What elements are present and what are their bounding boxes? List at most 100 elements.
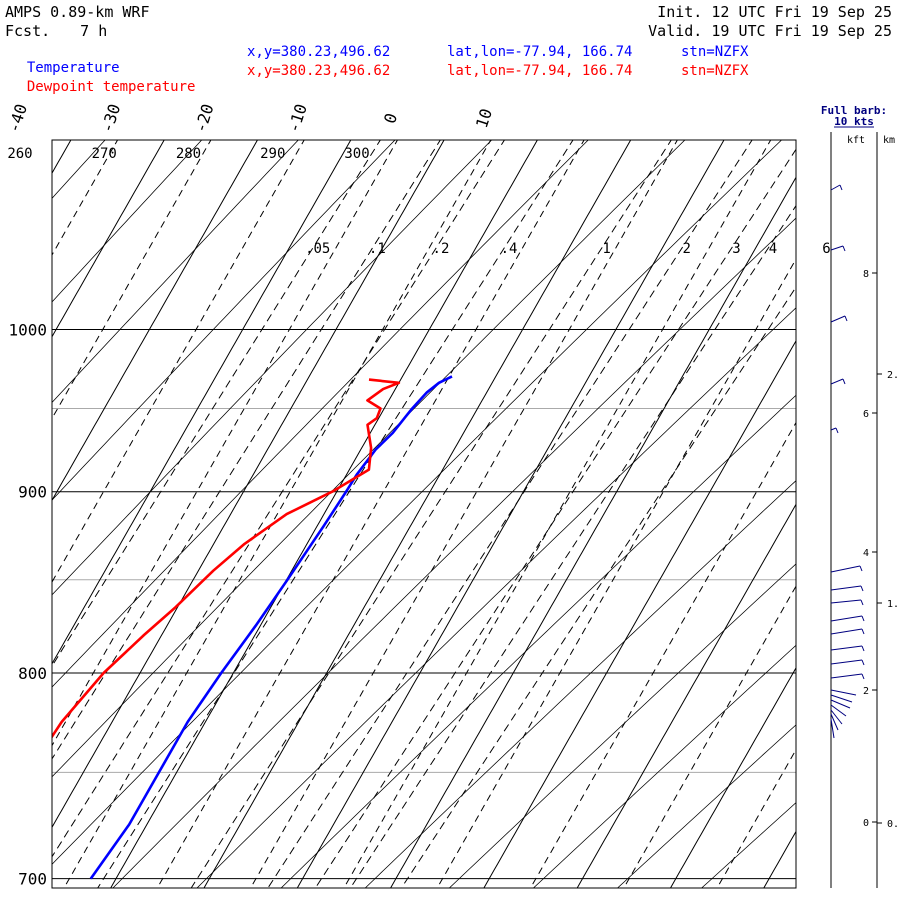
isotherm-dashed — [716, 748, 796, 888]
kft-tick-label: 0 — [863, 818, 869, 829]
wind-barb-flag — [859, 565, 863, 572]
mixing-ratio-line — [52, 140, 506, 858]
wind-barb-column: Full barb: 10 kts kft km 8 6 4 2 0 2. 1. 0. — [821, 104, 899, 888]
wind-barb — [830, 184, 841, 191]
dry-adiabat — [52, 140, 396, 501]
wind-barb — [830, 699, 851, 709]
wind-barb — [830, 315, 846, 323]
legend-temperature-stn: stn=NZFX — [681, 44, 749, 60]
mixing-ratio-label: 3 — [732, 241, 740, 257]
kft-tick-label: 6 — [863, 409, 869, 420]
dewpoint-profile — [52, 378, 401, 739]
isotherm-label: 0 — [380, 111, 401, 126]
mixing-ratio-line — [349, 204, 796, 888]
km-tick-label: 1. — [887, 599, 899, 610]
mixing-ratio-label: .4 — [501, 241, 518, 257]
isotherm — [110, 140, 538, 888]
mixing-ratio-label: 4 — [769, 241, 777, 257]
wind-barb — [830, 709, 843, 725]
dry-adiabat — [196, 307, 796, 888]
wind-barb — [830, 689, 857, 696]
mixing-ratio-line — [314, 148, 796, 888]
legend-temperature: Temperature — [10, 44, 120, 76]
plot-frame — [51, 139, 797, 889]
dry-adiabat-label: 290 — [260, 146, 285, 162]
dry-adiabat — [52, 140, 299, 404]
mixing-ratio-label: 1 — [602, 241, 610, 257]
mixing-ratio-label: .05 — [305, 241, 330, 257]
dry-adiabat — [52, 140, 686, 778]
dry-adiabat — [364, 480, 796, 888]
isotherm-label: -20 — [191, 102, 218, 135]
wind-barb-flag — [861, 645, 865, 652]
isotherm — [52, 140, 445, 829]
mixing-ratio-line — [190, 140, 672, 888]
wind-barb-flag — [835, 427, 839, 434]
mixing-ratio-lines — [52, 140, 796, 888]
axis-labels: 7008009001000-70-60-50-40-30-20-10010220… — [4, 102, 831, 889]
kft-label: kft — [847, 135, 865, 146]
mixing-ratio-label: .2 — [433, 241, 450, 257]
kft-tick-label: 2 — [863, 686, 869, 697]
km-label: km — [883, 135, 895, 146]
isotherm-dashed — [52, 140, 305, 584]
km-tick-label: 2. — [887, 370, 899, 381]
wind-barb — [830, 713, 839, 731]
kft-tick-label: 8 — [863, 269, 869, 280]
isotherm-dashed — [343, 140, 772, 888]
isotherm-dashed — [0, 138, 25, 888]
forecast-hour: Fcst. 7 h — [5, 23, 107, 40]
legend-dewpoint-stn: stn=NZFX — [681, 63, 749, 79]
mixing-ratio-label: 6 — [822, 241, 830, 257]
legend-temperature-latlon: lat,lon=-77.94, 166.74 — [447, 44, 633, 60]
legend-temperature-xy: x,y=380.23,496.62 — [247, 44, 391, 60]
wind-barb — [830, 704, 847, 717]
isotherm-label: -30 — [97, 102, 124, 135]
dry-adiabat-label: 260 — [7, 146, 32, 162]
isotherm-dashed — [63, 140, 492, 888]
fcst-value: 7 h — [80, 22, 108, 40]
wind-barb — [830, 615, 863, 622]
mixing-ratio-line — [400, 286, 796, 888]
wind-barb — [830, 718, 835, 739]
isotherm-dashed — [52, 140, 212, 420]
pressure-tick-label: 700 — [18, 870, 47, 889]
wind-barb — [830, 427, 837, 431]
wind-barb-flag — [861, 659, 865, 666]
legend-dewpoint-xy: x,y=380.23,496.62 — [247, 63, 391, 79]
sounding-profiles — [52, 375, 453, 880]
dry-adiabat — [617, 724, 796, 888]
isotherm-lines — [0, 138, 796, 888]
wind-barb-flag — [860, 585, 864, 592]
dry-adiabat-lines — [52, 140, 796, 888]
mixing-ratio-label: 2 — [683, 241, 691, 257]
dry-adiabat — [533, 644, 796, 888]
barb-legend-line2: 10 kts — [834, 115, 874, 128]
wind-barb-flag — [844, 315, 848, 322]
wind-barb-flag — [861, 628, 865, 635]
dry-adiabat — [280, 394, 796, 888]
mixing-ratio-line — [97, 140, 574, 888]
dry-adiabat — [52, 140, 783, 865]
isotherm — [576, 503, 796, 888]
isotherm-label: -40 — [4, 102, 31, 135]
isotherm-dashed — [52, 140, 399, 747]
legend-temperature-name: Temperature — [26, 60, 120, 76]
dry-adiabat — [52, 140, 203, 303]
isotherm — [52, 140, 259, 502]
isotherm — [763, 830, 796, 888]
wind-barb-flag — [861, 615, 865, 622]
valid-time: Valid. 19 UTC Fri 19 Sep 25 — [648, 22, 892, 40]
wind-barb-flag — [861, 673, 865, 680]
mixing-ratio-label: .1 — [369, 241, 386, 257]
legend-dewpoint: Dewpoint temperature — [10, 63, 196, 95]
wind-barb — [830, 599, 862, 604]
mixing-ratio-line — [52, 140, 381, 667]
wind-barb-flag — [839, 184, 843, 191]
wind-barb-flag — [860, 599, 864, 606]
wind-barb — [830, 659, 863, 665]
pressure-tick-label: 1000 — [8, 321, 47, 340]
isotherm-label: -10 — [284, 102, 311, 135]
kft-tick-label: 4 — [863, 548, 869, 559]
